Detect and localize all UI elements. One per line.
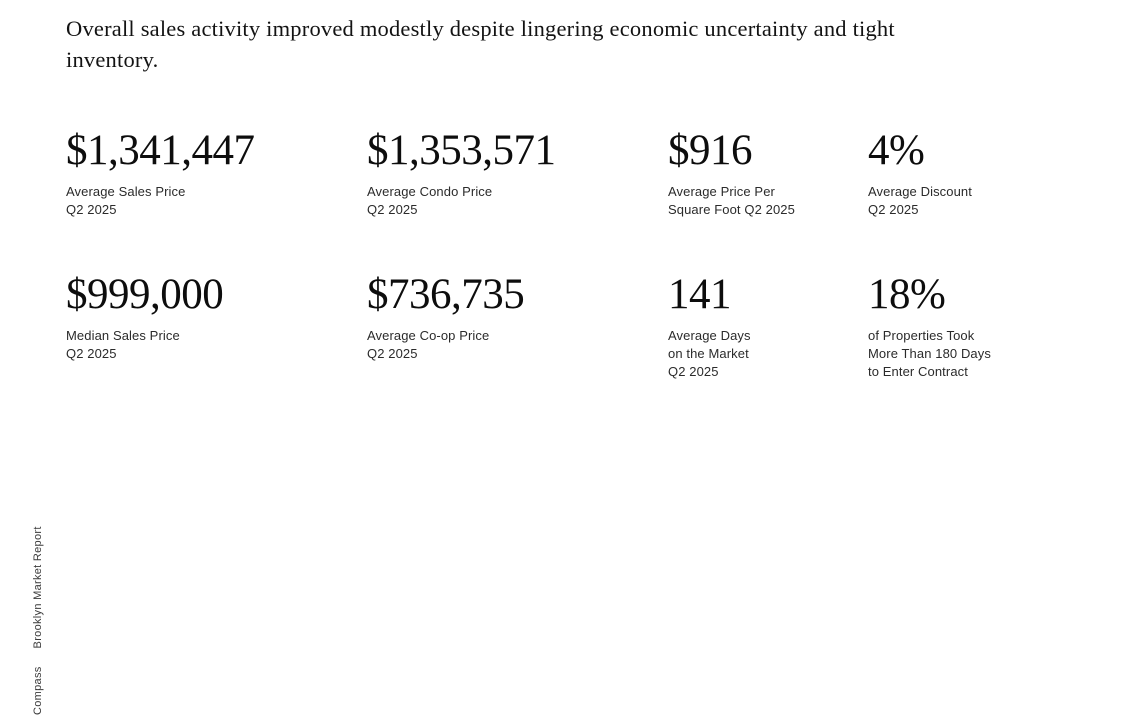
vertical-footer: Compass Brooklyn Market Report — [32, 526, 44, 715]
stat-value: $736,735 — [367, 271, 525, 319]
stat-card-properties-over-180-days: 18% of Properties Took More Than 180 Day… — [868, 273, 1098, 381]
stat-label: Average Discount Q2 2025 — [868, 184, 972, 218]
stat-value: $916 — [668, 127, 753, 175]
main-content: Overall sales activity improved modestly… — [66, 14, 1098, 381]
stat-card-average-coop-price: $736,735 Average Co-op Price Q2 2025 — [367, 273, 668, 381]
stat-card-average-sales-price: $1,341,447 Average Sales Price Q2 2025 — [66, 129, 367, 219]
stat-card-median-sales-price: $999,000 Median Sales Price Q2 2025 — [66, 273, 367, 381]
stat-label: Median Sales Price Q2 2025 — [66, 328, 180, 362]
stat-card-average-discount: 4% Average Discount Q2 2025 — [868, 129, 1098, 219]
stat-value: 141 — [668, 271, 732, 319]
stat-value: $999,000 — [66, 271, 224, 319]
stat-value: 18% — [868, 271, 946, 319]
stat-label: Average Co-op Price Q2 2025 — [367, 328, 490, 362]
stat-value: 4% — [868, 127, 925, 175]
stat-label: Average Price Per Square Foot Q2 2025 — [668, 184, 795, 218]
stat-value: $1,341,447 — [66, 127, 255, 175]
stat-label: of Properties Took More Than 180 Days to… — [868, 328, 991, 380]
stat-value: $1,353,571 — [367, 127, 556, 175]
stat-card-average-days-on-market: 141 Average Days on the Market Q2 2025 — [668, 273, 868, 381]
compass-brand: Compass — [32, 666, 44, 715]
stat-label: Average Sales Price Q2 2025 — [66, 184, 186, 218]
stats-grid: $1,341,447 Average Sales Price Q2 2025 $… — [66, 129, 1098, 381]
stat-label: Average Days on the Market Q2 2025 — [668, 328, 751, 380]
stat-label: Average Condo Price Q2 2025 — [367, 184, 493, 218]
stat-card-average-condo-price: $1,353,571 Average Condo Price Q2 2025 — [367, 129, 668, 219]
stat-card-average-price-per-sqft: $916 Average Price Per Square Foot Q2 20… — [668, 129, 868, 219]
page-headline: Overall sales activity improved modestly… — [66, 16, 895, 72]
report-title: Brooklyn Market Report — [32, 526, 44, 649]
